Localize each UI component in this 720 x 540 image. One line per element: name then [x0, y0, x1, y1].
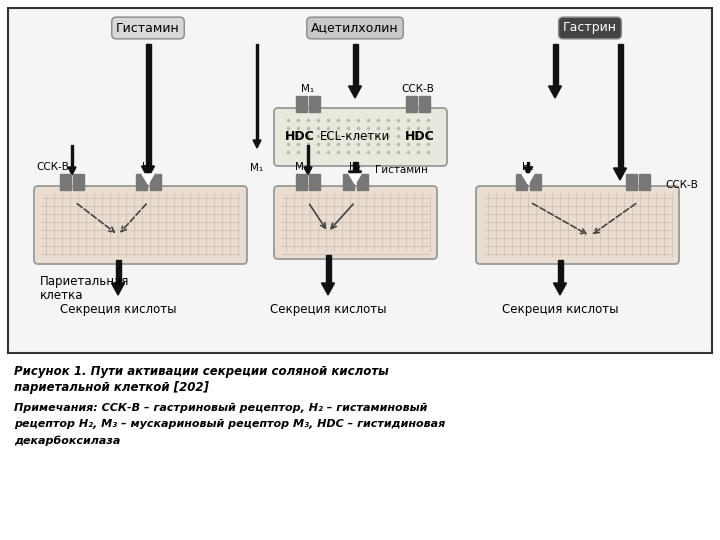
- Polygon shape: [349, 174, 361, 184]
- Bar: [71, 145, 73, 167]
- Text: Гистамин: Гистамин: [116, 22, 180, 35]
- Bar: [309, 96, 320, 112]
- Polygon shape: [613, 168, 626, 180]
- Bar: [296, 96, 307, 112]
- Text: Гастрин: Гастрин: [563, 22, 617, 35]
- Polygon shape: [304, 167, 312, 175]
- Text: клетка: клетка: [40, 289, 84, 302]
- Text: M₁: M₁: [302, 84, 315, 94]
- Polygon shape: [322, 283, 335, 295]
- Bar: [529, 174, 541, 190]
- Bar: [307, 145, 310, 167]
- Text: Рисунок 1. Пути активации секреции соляной кислоты: Рисунок 1. Пути активации секреции солян…: [14, 365, 389, 378]
- Polygon shape: [522, 174, 534, 184]
- Bar: [356, 174, 367, 190]
- FancyBboxPatch shape: [476, 186, 679, 264]
- Bar: [8, 8, 712, 353]
- Text: M₁: M₁: [251, 163, 264, 173]
- Text: ССК-В: ССК-В: [402, 84, 434, 94]
- Bar: [353, 162, 358, 171]
- Bar: [135, 174, 146, 190]
- Bar: [60, 174, 71, 190]
- Text: ССК-В: ССК-В: [665, 180, 698, 190]
- Text: Секреция кислоты: Секреция кислоты: [60, 303, 176, 316]
- Text: Ацетилхолин: Ацетилхолин: [311, 22, 399, 35]
- Text: декарбоксилаза: декарбоксилаза: [14, 435, 120, 445]
- Text: париетальной клеткой [202]: париетальной клеткой [202]: [14, 381, 209, 394]
- Polygon shape: [142, 174, 154, 184]
- Bar: [639, 174, 650, 190]
- Text: Секреция кислоты: Секреция кислоты: [502, 303, 618, 316]
- Bar: [626, 174, 637, 190]
- FancyBboxPatch shape: [34, 186, 247, 264]
- Polygon shape: [253, 140, 261, 148]
- Bar: [145, 44, 150, 166]
- Text: ССК-В: ССК-В: [37, 162, 69, 172]
- Bar: [419, 96, 430, 112]
- Text: Секреция кислоты: Секреция кислоты: [270, 303, 386, 316]
- Bar: [406, 96, 417, 112]
- Polygon shape: [524, 167, 532, 175]
- Text: M₃: M₃: [295, 162, 308, 172]
- Bar: [353, 44, 358, 86]
- Bar: [527, 162, 529, 167]
- Text: ECL-клетки: ECL-клетки: [320, 131, 390, 144]
- Polygon shape: [68, 167, 76, 175]
- Bar: [325, 255, 330, 283]
- Bar: [557, 260, 562, 283]
- Bar: [115, 260, 120, 283]
- Text: H₂: H₂: [522, 162, 534, 172]
- Text: Гистамин: Гистамин: [375, 165, 428, 175]
- Bar: [73, 174, 84, 190]
- Bar: [296, 174, 307, 190]
- Bar: [516, 174, 526, 190]
- Bar: [147, 44, 149, 167]
- Polygon shape: [112, 283, 125, 295]
- Text: Париетальная: Париетальная: [40, 275, 130, 288]
- Polygon shape: [549, 86, 562, 98]
- Bar: [150, 174, 161, 190]
- Text: HDC: HDC: [285, 131, 315, 144]
- Polygon shape: [348, 171, 361, 183]
- Polygon shape: [554, 283, 567, 295]
- Text: HDC: HDC: [405, 131, 435, 144]
- Polygon shape: [348, 86, 361, 98]
- Text: H₂: H₂: [349, 162, 361, 172]
- Text: Примечания: ССК-В – гастриновый рецептор, H₂ – гистаминовый: Примечания: ССК-В – гастриновый рецептор…: [14, 403, 428, 413]
- Bar: [618, 44, 623, 168]
- Bar: [552, 44, 557, 86]
- FancyBboxPatch shape: [274, 108, 447, 166]
- Polygon shape: [142, 166, 155, 178]
- Bar: [343, 174, 354, 190]
- Bar: [256, 44, 258, 140]
- Text: H₂: H₂: [142, 162, 154, 172]
- Text: рецептор H₂, M₃ – мускариновый рецептор M₃, HDC – гистидиновая: рецептор H₂, M₃ – мускариновый рецептор …: [14, 419, 445, 429]
- Polygon shape: [144, 167, 152, 175]
- FancyBboxPatch shape: [274, 186, 437, 259]
- Bar: [309, 174, 320, 190]
